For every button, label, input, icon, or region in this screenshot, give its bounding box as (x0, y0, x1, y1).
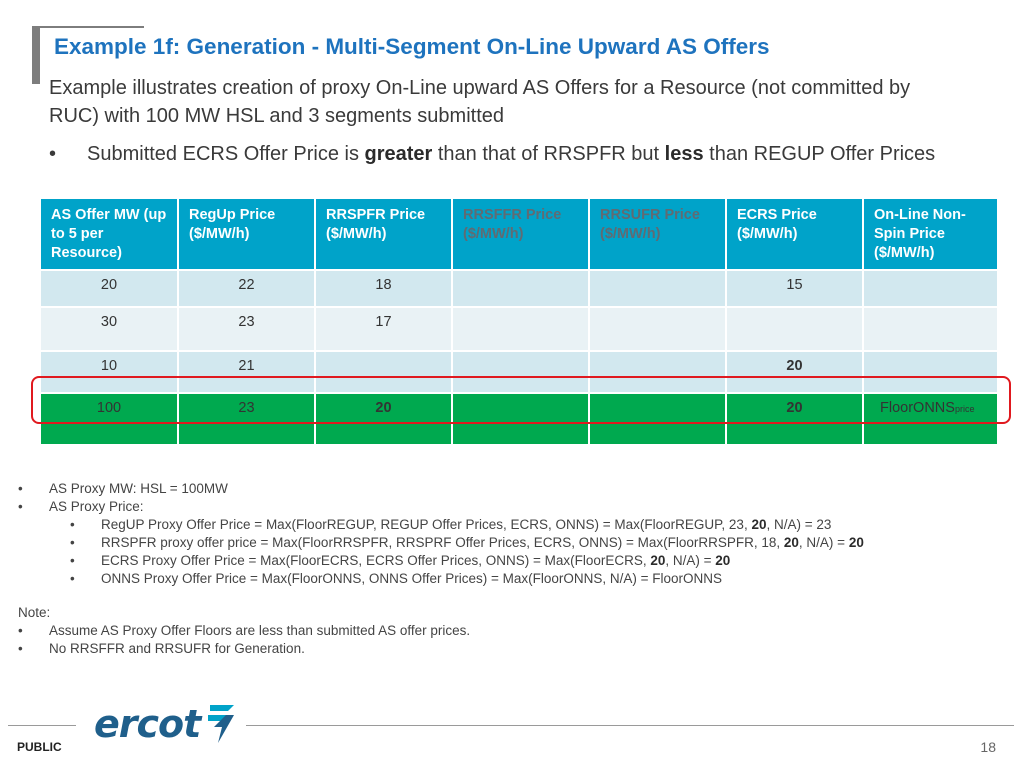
table-cell (863, 270, 999, 308)
table-cell: 20 (315, 393, 453, 446)
table-cell (589, 351, 727, 394)
classification-label: PUBLIC (17, 740, 62, 754)
main-bullet-text: Submitted ECRS Offer Price is greater th… (87, 143, 936, 165)
table-cell (452, 307, 590, 352)
table-cell: 20 (726, 351, 864, 394)
list-item: AS Proxy Price: (18, 498, 1008, 516)
title-accent-rule (32, 26, 144, 28)
table-cell (452, 393, 590, 446)
table-cell: 20 (726, 393, 864, 446)
list-item: ECRS Proxy Offer Price = Max(FloorECRS, … (18, 552, 1008, 570)
table-cell: 30 (41, 307, 179, 352)
as-offers-table: AS Offer MW (up to 5 per Resource) RegUp… (41, 199, 999, 446)
slide-subtitle: Example illustrates creation of proxy On… (49, 77, 911, 127)
title-accent-bar (32, 26, 40, 84)
table-cell (726, 307, 864, 352)
table-cell: 15 (726, 270, 864, 308)
page-number: 18 (980, 739, 996, 755)
table-cell (452, 270, 590, 308)
table-cell (589, 307, 727, 352)
table-cell-floor-onns: FloorONNSprice (863, 393, 999, 446)
list-item: No RRSFFR and RRSUFR for Generation. (18, 640, 918, 658)
table-cell: 23 (178, 393, 316, 446)
list-item: Assume AS Proxy Offer Floors are less th… (18, 622, 918, 640)
table-row: 20 22 18 15 (41, 270, 999, 308)
floor-subscript: price (954, 404, 975, 414)
logo-wordmark: ercot (94, 702, 201, 746)
list-item: RRSPFR proxy offer price = Max(FloorRRSP… (18, 534, 1008, 552)
table-cell: 20 (41, 270, 179, 308)
list-item: ONNS Proxy Offer Price = Max(FloorONNS, … (18, 570, 1008, 588)
bullet-dot: • (49, 143, 57, 165)
header-online-nonspin-price: On-Line Non-Spin Price ($/MW/h) (863, 199, 999, 271)
note-heading: Note: (18, 605, 51, 620)
table-cell (315, 351, 453, 394)
header-rrsffr-price: RRSFFR Price ($/MW/h) (452, 199, 590, 271)
header-regup-price: RegUp Price ($/MW/h) (178, 199, 316, 271)
table-cell: 18 (315, 270, 453, 308)
header-ecrs-price: ECRS Price ($/MW/h) (726, 199, 864, 271)
table-row: 30 23 17 (41, 307, 999, 352)
header-rrsufr-price: RRSUFR Price ($/MW/h) (589, 199, 727, 271)
note-section: Note: Assume AS Proxy Offer Floors are l… (18, 604, 918, 658)
table-cell (452, 351, 590, 394)
list-item: RegUP Proxy Offer Price = Max(FloorREGUP… (18, 516, 1008, 534)
table-cell: 10 (41, 351, 179, 394)
ercot-logo: ercot (94, 700, 238, 748)
header-as-offer-mw: AS Offer MW (up to 5 per Resource) (41, 199, 179, 271)
footer-divider-left (8, 725, 76, 726)
list-item: AS Proxy MW: HSL = 100MW (18, 480, 1008, 498)
table-cell (589, 270, 727, 308)
proxy-notes: AS Proxy MW: HSL = 100MW AS Proxy Price:… (18, 480, 1008, 588)
table-row-proxy: 100 23 20 20 FloorONNSprice (41, 393, 999, 446)
table-cell: 21 (178, 351, 316, 394)
table-row: 10 21 20 (41, 351, 999, 394)
table-cell (589, 393, 727, 446)
header-rrspfr-price: RRSPFR Price ($/MW/h) (315, 199, 453, 271)
lightning-mark-icon (208, 705, 235, 743)
table-header-row: AS Offer MW (up to 5 per Resource) RegUp… (41, 199, 999, 271)
table-cell: 22 (178, 270, 316, 308)
table-cell: 23 (178, 307, 316, 352)
table-cell (863, 351, 999, 394)
slide-title: Example 1f: Generation - Multi-Segment O… (54, 34, 770, 59)
footer-divider-right (246, 725, 1014, 726)
table-cell: 17 (315, 307, 453, 352)
table-cell: 100 (41, 393, 179, 446)
table-cell (863, 307, 999, 352)
